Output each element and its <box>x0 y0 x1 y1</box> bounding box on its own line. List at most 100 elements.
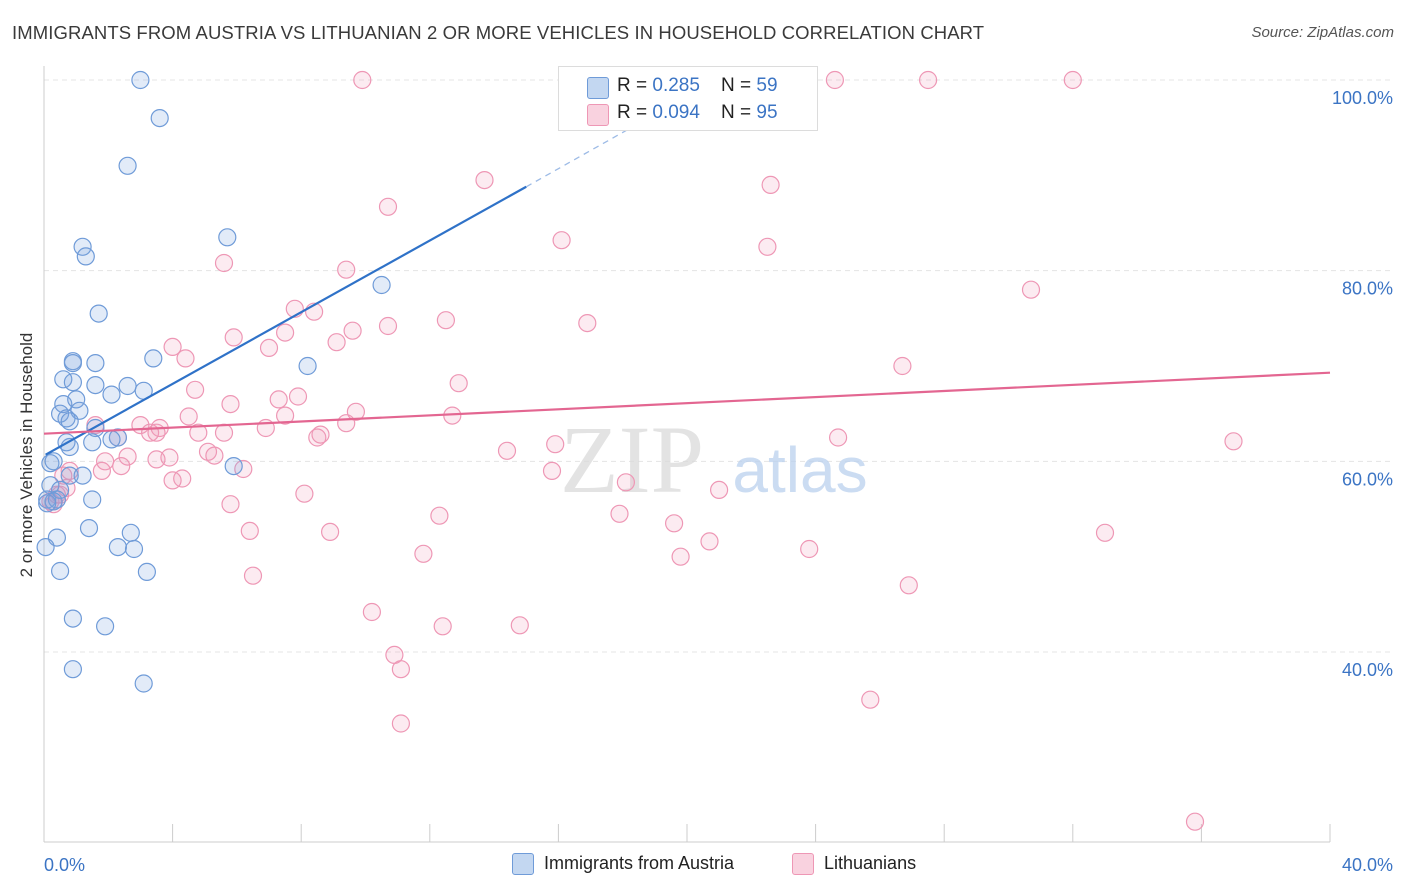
lithuanians-point-9[interactable] <box>759 238 776 255</box>
lithuanians-point-8[interactable] <box>553 232 570 249</box>
lithuanians-point-4[interactable] <box>1064 72 1081 89</box>
lithuanians-point-29[interactable] <box>290 388 307 405</box>
austria-point-9[interactable] <box>64 355 81 372</box>
austria-point-1[interactable] <box>151 110 168 127</box>
lithuanians-point-28[interactable] <box>270 391 287 408</box>
austria-point-6[interactable] <box>90 305 107 322</box>
lithuanians-point-53[interactable] <box>161 449 178 466</box>
lithuanians-point-90[interactable] <box>392 715 409 732</box>
lithuanians-point-21[interactable] <box>328 334 345 351</box>
lithuanians-point-45[interactable] <box>309 429 326 446</box>
austria-point-3[interactable] <box>219 229 236 246</box>
austria-point-43[interactable] <box>81 520 98 537</box>
lithuanians-point-24[interactable] <box>177 350 194 367</box>
lithuanians-point-20[interactable] <box>225 329 242 346</box>
lithuanians-point-67[interactable] <box>711 481 728 498</box>
lithuanians-point-26[interactable] <box>450 375 467 392</box>
austria-point-46[interactable] <box>37 539 54 556</box>
lithuanians-point-34[interactable] <box>338 415 355 432</box>
lithuanians-point-80[interactable] <box>415 545 432 562</box>
austria-point-7[interactable] <box>373 277 390 294</box>
austria-point-0[interactable] <box>132 72 149 89</box>
lithuanians-point-16[interactable] <box>579 315 596 332</box>
austria-point-48[interactable] <box>126 541 143 558</box>
austria-point-50[interactable] <box>138 563 155 580</box>
lithuanians-point-71[interactable] <box>222 496 239 513</box>
lithuanians-point-59[interactable] <box>93 462 110 479</box>
watermark-atlas: atlas <box>732 434 867 506</box>
austria-point-10[interactable] <box>87 355 104 372</box>
lithuanians-point-62[interactable] <box>164 472 181 489</box>
austria-point-39[interactable] <box>84 491 101 508</box>
lithuanians-point-0[interactable] <box>354 72 371 89</box>
lithuanians-point-37[interactable] <box>216 424 233 441</box>
austria-point-34[interactable] <box>74 467 91 484</box>
lithuanians-point-89[interactable] <box>862 691 879 708</box>
austria-point-11[interactable] <box>145 350 162 367</box>
lithuanians-point-91[interactable] <box>1225 433 1242 450</box>
lithuanians-point-88[interactable] <box>392 661 409 678</box>
lithuanians-point-72[interactable] <box>611 505 628 522</box>
lithuanians-point-84[interactable] <box>363 604 380 621</box>
lithuanians-point-79[interactable] <box>801 541 818 558</box>
lithuanians-point-27[interactable] <box>187 381 204 398</box>
lithuanians-point-75[interactable] <box>241 522 258 539</box>
austria-point-24[interactable] <box>61 413 78 430</box>
lithuanians-point-86[interactable] <box>511 617 528 634</box>
austria-point-5[interactable] <box>77 248 94 265</box>
austria-point-47[interactable] <box>109 539 126 556</box>
lithuanians-point-66[interactable] <box>296 485 313 502</box>
lithuanians-point-63[interactable] <box>617 474 634 491</box>
lithuanians-point-6[interactable] <box>762 176 779 193</box>
lithuanians-point-83[interactable] <box>900 577 917 594</box>
lithuanians-point-2[interactable] <box>826 72 843 89</box>
lithuanians-point-25[interactable] <box>894 358 911 375</box>
lithuanians-point-48[interactable] <box>499 442 516 459</box>
austria-point-27[interactable] <box>84 434 101 451</box>
austria-point-2[interactable] <box>119 157 136 174</box>
lithuanians-point-17[interactable] <box>380 318 397 335</box>
lithuanians-point-47[interactable] <box>547 436 564 453</box>
austria-point-32[interactable] <box>45 453 62 470</box>
lithuanians-point-93[interactable] <box>1187 813 1204 830</box>
lithuanians-point-78[interactable] <box>701 533 718 550</box>
austria-point-16[interactable] <box>119 378 136 395</box>
lithuanians-point-92[interactable] <box>830 429 847 446</box>
lithuanians-point-18[interactable] <box>344 322 361 339</box>
lithuanians-point-77[interactable] <box>1097 524 1114 541</box>
lithuanians-point-7[interactable] <box>380 198 397 215</box>
austria-point-49[interactable] <box>52 563 69 580</box>
austria-point-20[interactable] <box>103 386 120 403</box>
austria-point-29[interactable] <box>103 431 120 448</box>
austria-point-53[interactable] <box>64 661 81 678</box>
austria-point-15[interactable] <box>87 377 104 394</box>
lithuanians-point-73[interactable] <box>431 507 448 524</box>
lithuanians-point-32[interactable] <box>180 408 197 425</box>
austria-point-51[interactable] <box>64 610 81 627</box>
lithuanians-point-12[interactable] <box>1023 281 1040 298</box>
lithuanians-point-76[interactable] <box>322 523 339 540</box>
lithuanians-point-82[interactable] <box>245 567 262 584</box>
lithuanians-point-74[interactable] <box>666 515 683 532</box>
lithuanians-point-5[interactable] <box>476 172 493 189</box>
austria-point-14[interactable] <box>64 374 81 391</box>
austria-point-52[interactable] <box>97 618 114 635</box>
austria-point-44[interactable] <box>122 524 139 541</box>
lithuanians-point-55[interactable] <box>113 458 130 475</box>
lithuanians-point-3[interactable] <box>920 72 937 89</box>
lithuanians-point-50[interactable] <box>206 447 223 464</box>
lithuanians-point-81[interactable] <box>672 548 689 565</box>
lithuanians-point-23[interactable] <box>261 339 278 356</box>
lithuanians-point-11[interactable] <box>338 261 355 278</box>
lithuanians-point-10[interactable] <box>216 255 233 272</box>
austria-point-54[interactable] <box>135 675 152 692</box>
lithuanians-point-15[interactable] <box>437 312 454 329</box>
lithuanians-point-85[interactable] <box>434 618 451 635</box>
austria-point-42[interactable] <box>225 458 242 475</box>
austria-point-41[interactable] <box>39 495 56 512</box>
lithuanians-point-41[interactable] <box>148 424 165 441</box>
lithuanians-point-57[interactable] <box>544 462 561 479</box>
lithuanians-point-19[interactable] <box>277 324 294 341</box>
austria-point-12[interactable] <box>299 358 316 375</box>
lithuanians-point-30[interactable] <box>222 396 239 413</box>
